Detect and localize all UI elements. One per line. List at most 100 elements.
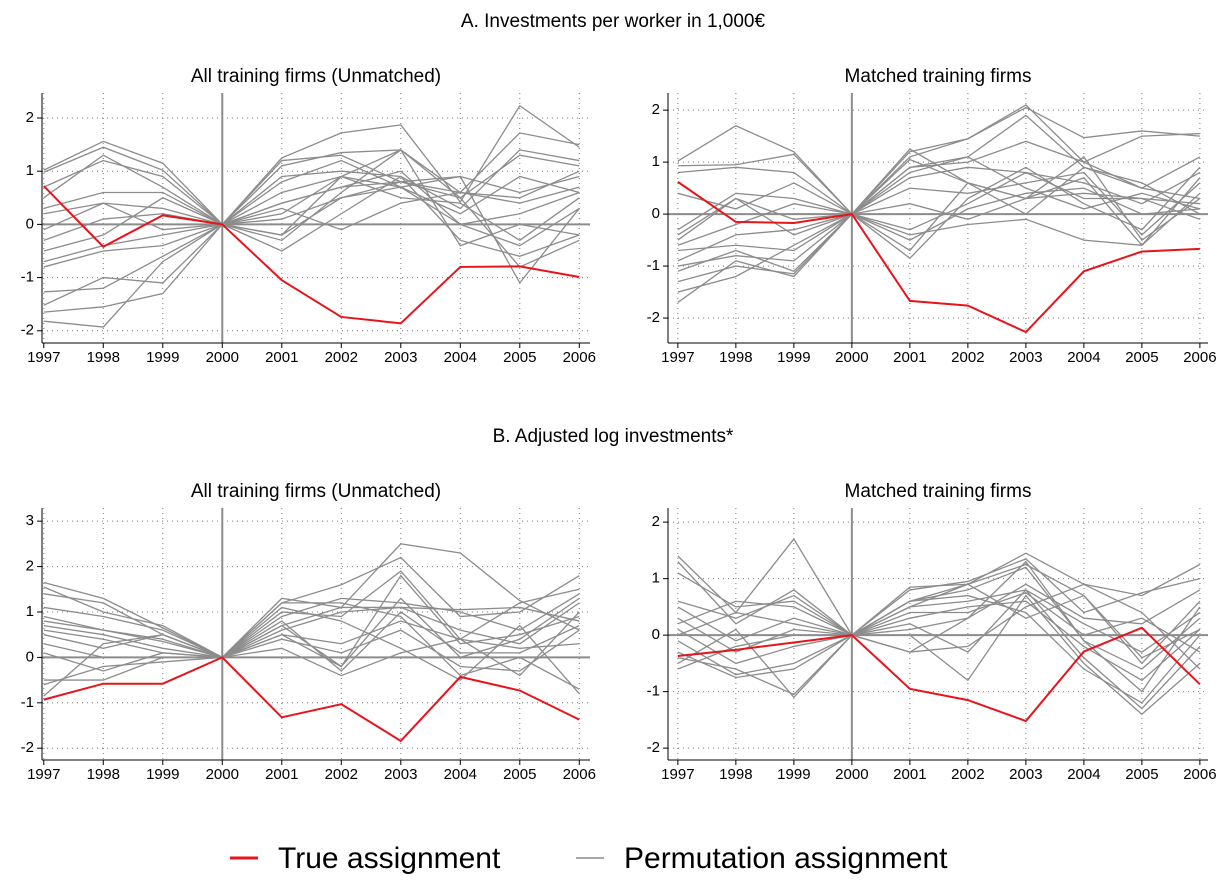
x-tick-label: 1999	[146, 766, 179, 783]
true-line	[677, 181, 1200, 334]
section-title: A. Investments per worker in 1,000€	[461, 11, 766, 32]
permutation-line	[677, 192, 1201, 241]
permutation-line	[43, 149, 580, 226]
permutation-line	[43, 593, 580, 659]
panel-title: Matched training firms	[845, 481, 1032, 502]
y-tick-label: 2	[26, 558, 34, 575]
permutation-line	[43, 175, 580, 268]
x-tick-label: 2000	[206, 766, 239, 783]
permutation-line	[677, 560, 1201, 696]
true-line	[677, 626, 1201, 723]
permutation-line	[43, 159, 580, 293]
y-tick-label: -2	[647, 739, 660, 756]
permutation-line	[43, 170, 580, 263]
permutation-line	[43, 602, 580, 697]
x-tick-label: 2003	[1009, 349, 1042, 366]
x-tick-label: 1999	[146, 349, 179, 366]
permutation-line	[677, 594, 1201, 716]
y-tick-label: 1	[26, 603, 34, 620]
x-tick-label: 2002	[951, 349, 984, 366]
y-tick-label: -1	[647, 257, 660, 274]
y-tick-label: -1	[21, 269, 34, 286]
x-tick-label: 2001	[893, 766, 926, 783]
true-line	[43, 185, 580, 325]
y-tick-label: 3	[26, 512, 34, 529]
x-tick-label: 1999	[777, 349, 810, 366]
permutation-line	[43, 175, 580, 252]
permutation-line	[677, 600, 1201, 682]
permutation-line	[677, 594, 1201, 704]
x-tick-label: 2005	[1125, 349, 1158, 366]
permutation-line	[43, 154, 580, 306]
x-tick-label: 2000	[206, 349, 239, 366]
x-tick-label: 2001	[265, 349, 298, 366]
x-tick-label: 2004	[444, 766, 477, 783]
y-tick-label: 0	[652, 205, 660, 222]
x-tick-label: 2006	[563, 766, 596, 783]
x-tick-label: 2004	[444, 349, 477, 366]
panel-title: All training firms (Unmatched)	[191, 481, 441, 502]
x-tick-label: 1998	[719, 766, 752, 783]
y-tick-label: -1	[647, 683, 660, 700]
y-tick-label: 0	[652, 626, 660, 643]
y-tick-label: -1	[21, 694, 34, 711]
y-tick-label: 2	[26, 109, 34, 126]
x-tick-label: 2006	[1183, 766, 1216, 783]
permutation-line	[677, 104, 1200, 216]
y-tick-label: 1	[652, 570, 660, 587]
permutation-line	[677, 583, 1201, 636]
true-line	[43, 656, 580, 743]
y-tick-label: -2	[21, 322, 34, 339]
x-tick-label: 2002	[951, 766, 984, 783]
permutation-line	[43, 132, 580, 226]
x-tick-label: 1998	[87, 349, 120, 366]
x-tick-label: 2001	[893, 349, 926, 366]
x-tick-label: 1997	[661, 349, 694, 366]
x-tick-label: 1997	[661, 766, 694, 783]
x-tick-label: 2002	[325, 349, 358, 366]
y-tick-label: 0	[26, 215, 34, 232]
x-tick-label: 2006	[1183, 349, 1216, 366]
x-tick-label: 2003	[384, 766, 417, 783]
section-title: B. Adjusted log investments*	[493, 426, 734, 447]
x-tick-label: 2006	[563, 349, 596, 366]
x-tick-label: 1998	[719, 349, 752, 366]
permutation-line	[677, 171, 1201, 246]
permutation-line	[677, 176, 1201, 267]
x-tick-label: 2005	[1125, 766, 1158, 783]
y-tick-label: 0	[26, 648, 34, 665]
permutation-line	[677, 588, 1201, 710]
permutation-line	[677, 156, 1201, 242]
permutation-line	[43, 606, 580, 695]
permutation-line	[677, 166, 1201, 283]
permutation-line	[677, 563, 1201, 665]
x-tick-label: 2000	[835, 766, 868, 783]
panel-title: Matched training firms	[845, 66, 1032, 87]
permutation-line	[43, 149, 580, 226]
x-tick-label: 1999	[777, 766, 810, 783]
x-tick-label: 2001	[265, 766, 298, 783]
x-tick-label: 1997	[27, 766, 60, 783]
permutation-line	[43, 597, 580, 686]
x-tick-label: 2004	[1067, 766, 1100, 783]
legend-label: True assignment	[278, 842, 501, 875]
permutation-line	[43, 104, 580, 226]
x-tick-label: 2005	[503, 349, 536, 366]
permutation-line	[677, 583, 1201, 670]
permutation-line	[677, 156, 1201, 303]
x-tick-label: 2003	[384, 349, 417, 366]
y-tick-label: -2	[647, 309, 660, 326]
x-tick-label: 1997	[27, 349, 60, 366]
y-tick-label: -2	[21, 739, 34, 756]
permutation-line	[43, 170, 580, 313]
permutation-line	[677, 114, 1201, 215]
permutation-line	[43, 602, 580, 659]
x-tick-label: 2004	[1067, 349, 1100, 366]
permutation-line	[677, 583, 1201, 670]
permutation-line	[677, 148, 1201, 293]
x-tick-label: 2005	[503, 766, 536, 783]
permutation-line	[677, 589, 1201, 653]
x-tick-label: 1998	[87, 766, 120, 783]
